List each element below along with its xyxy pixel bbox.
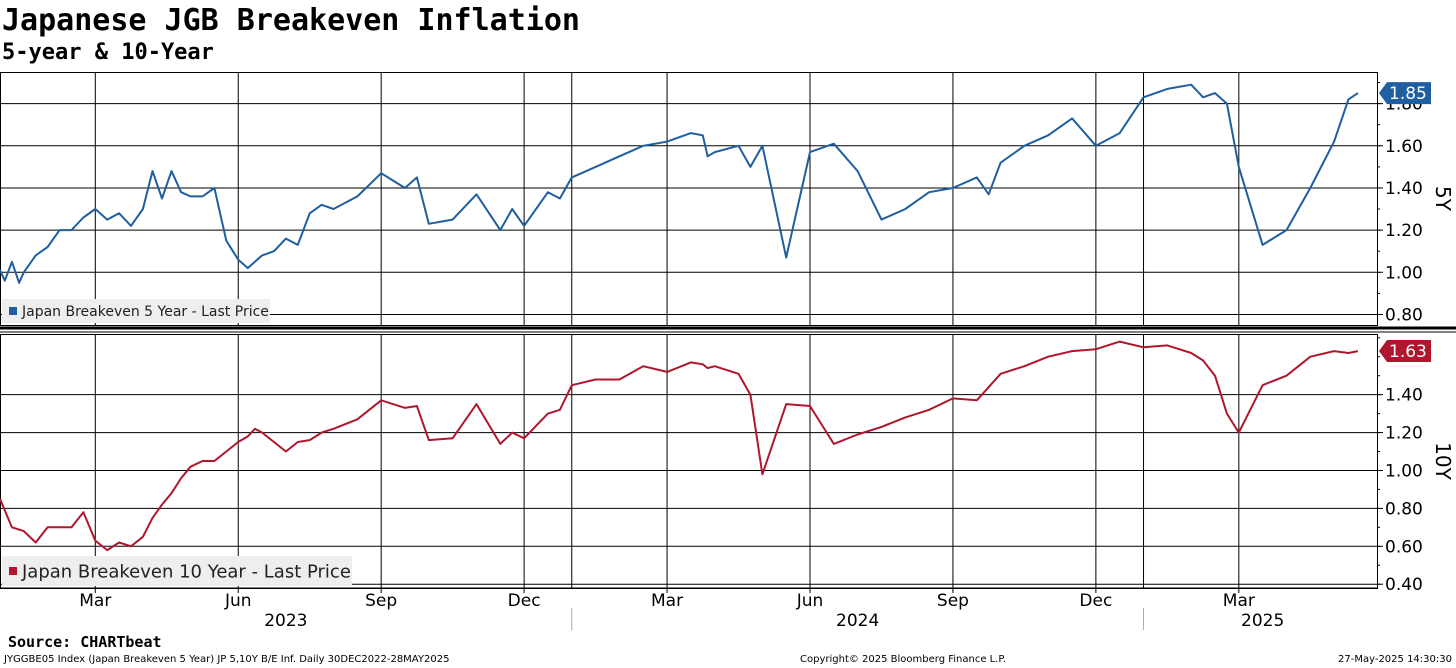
y-axis-label: 5Y — [1431, 186, 1455, 212]
last-value-badge — [1379, 340, 1431, 363]
legend-swatch — [9, 307, 17, 315]
y-tick-label: 1.20 — [1385, 221, 1423, 241]
y-axis-label: 10Y — [1431, 442, 1455, 480]
x-year-label: 2024 — [836, 611, 879, 631]
legend-label: Japan Breakeven 5 Year - Last Price — [21, 304, 269, 320]
x-tick-label: Jun — [224, 591, 252, 611]
y-tick-label: 0.40 — [1385, 575, 1423, 595]
x-tick-label: Dec — [1079, 591, 1112, 611]
y-tick-label: 0.80 — [1385, 305, 1423, 325]
legend-swatch — [9, 567, 17, 575]
chart-title: Japanese JGB Breakeven Inflation — [2, 3, 580, 38]
x-tick-label: Sep — [937, 591, 969, 611]
source-note: Source: CHARTbeat — [8, 633, 162, 651]
panel-frame-top — [0, 72, 1378, 326]
series-line-top — [0, 83, 1359, 284]
y-tick-label: 1.40 — [1385, 179, 1423, 199]
x-tick-label: Mar — [79, 591, 111, 611]
x-tick-label: Dec — [508, 591, 541, 611]
y-tick-label: 1.40 — [1385, 386, 1423, 406]
chart-subtitle: 5-year & 10-Year — [2, 40, 214, 65]
y-tick-label: 1.20 — [1385, 424, 1423, 444]
series-line-bottom — [0, 340, 1359, 552]
legend-box — [2, 556, 352, 586]
footer-copyright: Copyright© 2025 Bloomberg Finance L.P. — [800, 654, 1007, 665]
y-tick-label: 0.60 — [1385, 537, 1423, 557]
y-tick-label: 1.00 — [1385, 461, 1423, 481]
x-tick-label: Sep — [365, 591, 397, 611]
legend-box — [2, 299, 270, 323]
x-tick-label: Jun — [796, 591, 824, 611]
footer-index-info: JYGGBE05 Index (Japan Breakeven 5 Year) … — [4, 654, 450, 665]
last-value-label: 1.63 — [1389, 342, 1427, 362]
x-tick-label: Mar — [651, 591, 683, 611]
last-value-badge — [1379, 82, 1431, 105]
x-year-label: 2023 — [264, 611, 307, 631]
y-tick-label: 1.00 — [1385, 263, 1423, 283]
last-value-label: 1.85 — [1389, 84, 1427, 104]
y-tick-label: 1.60 — [1385, 137, 1423, 157]
x-tick-label: Mar — [1223, 591, 1255, 611]
x-year-label: 2025 — [1241, 611, 1284, 631]
legend-label: Japan Breakeven 10 Year - Last Price — [21, 561, 351, 582]
y-tick-label: 0.80 — [1385, 499, 1423, 519]
footer-timestamp: 27-May-2025 14:30:30 — [1338, 654, 1452, 665]
